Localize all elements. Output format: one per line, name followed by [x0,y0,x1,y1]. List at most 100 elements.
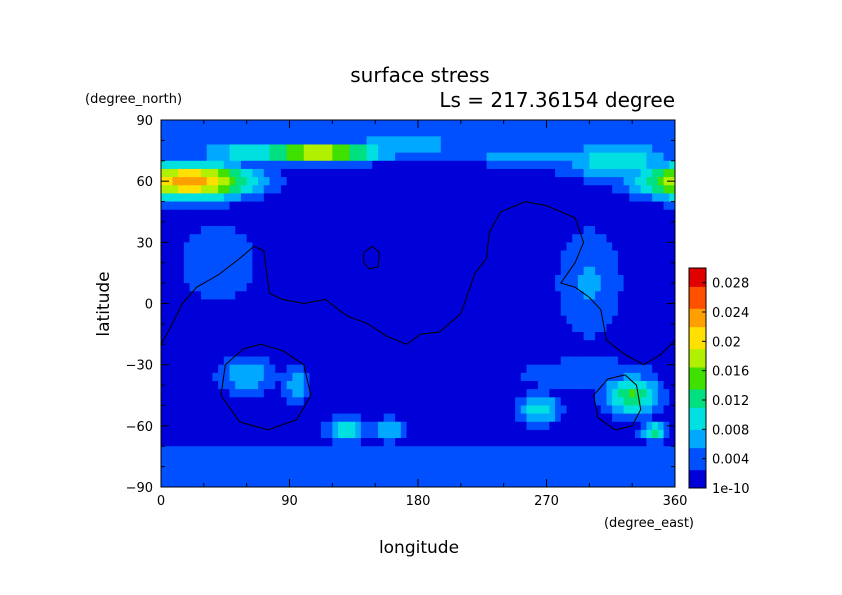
heatmap-cell [252,250,259,260]
heatmap-cell [549,144,556,154]
heatmap-cell [183,266,191,276]
heatmap-cell [612,332,619,341]
heatmap-cell [566,201,573,211]
heatmap-cell [532,372,539,382]
heatmap-cell [446,315,453,325]
heatmap-cell [469,389,476,398]
heatmap-cell [389,160,396,170]
heatmap-cell [566,340,573,349]
heatmap-cell [246,266,253,276]
heatmap-cell [269,168,276,178]
heatmap-cell [258,478,265,487]
heatmap-cell [623,380,630,390]
heatmap-cell [475,323,482,333]
heatmap-cell [161,413,168,423]
heatmap-cell [497,380,505,390]
heatmap-cell [161,405,168,415]
heatmap-cell [263,201,271,211]
heatmap-cell [555,144,562,154]
heatmap-cell [537,364,545,374]
heatmap-cell [629,454,636,464]
heatmap-cell [383,389,391,398]
heatmap-cell [189,397,196,407]
heatmap-cell [440,152,448,162]
heatmap-cell [515,128,522,137]
heatmap-cell [366,193,373,203]
heatmap-cell [195,389,202,398]
heatmap-cell [212,185,219,194]
heatmap-cell [172,209,179,219]
heatmap-cell [429,258,436,268]
heatmap-cell [429,307,436,317]
heatmap-cell [617,291,625,301]
heatmap-cell [486,462,493,472]
heatmap-cell [423,332,431,341]
heatmap-cell [457,323,465,333]
heatmap-cell [663,397,670,407]
heatmap-cell [652,177,659,186]
heatmap-cell [486,364,493,374]
heatmap-cell [269,446,276,455]
heatmap-cell [572,242,579,252]
heatmap-cell [338,242,345,252]
heatmap-cell [349,217,356,227]
heatmap-cell [303,438,311,447]
heatmap-cell [166,144,174,154]
heatmap-cell [320,136,328,146]
heatmap-cell [280,136,288,146]
heatmap-cell [389,438,396,447]
heatmap-cell [657,454,665,464]
heatmap-cell [189,478,196,487]
heatmap-cell [492,299,499,309]
heatmap-cell [183,160,191,170]
heatmap-cell [515,217,522,227]
heatmap-cell [195,226,202,235]
heatmap-cell [635,217,642,227]
heatmap-cell [292,291,299,301]
heatmap-cell [258,144,265,154]
heatmap-cell [446,446,453,455]
heatmap-cell [429,185,436,194]
heatmap-cell [612,136,619,146]
heatmap-cell [537,266,545,276]
heatmap-cell [475,340,482,349]
heatmap-cell [218,364,225,374]
heatmap-cell [349,160,356,170]
heatmap-cell [200,380,208,390]
heatmap-cell [172,372,179,382]
heatmap-cell [503,168,510,178]
heatmap-cell [200,234,208,243]
heatmap-cell [480,405,488,415]
heatmap-cell [223,136,231,146]
heatmap-cell [446,478,453,487]
heatmap-cell [646,291,653,301]
heatmap-cell [378,364,385,374]
heatmap-cell [286,168,293,178]
heatmap-cell [183,226,191,235]
heatmap-cell [280,299,288,309]
heatmap-cell [503,462,510,472]
heatmap-cell [663,413,670,423]
heatmap-cell [469,364,476,374]
heatmap-cell [475,266,482,276]
colorbar-swatch [689,411,706,416]
heatmap-cell [423,201,431,211]
heatmap-cell [378,144,385,154]
heatmap-cell [229,446,236,455]
heatmap-cell [600,429,608,439]
heatmap-cell [612,217,619,227]
heatmap-cell [303,332,311,341]
heatmap-cell [286,470,293,480]
heatmap-cell [366,397,373,407]
heatmap-cell [360,274,368,284]
heatmap-cell [537,478,545,487]
heatmap-cell [475,405,482,415]
heatmap-cell [560,160,568,170]
heatmap-cell [269,160,276,170]
heatmap-cell [549,128,556,137]
heatmap-cell [320,454,328,464]
heatmap-cell [292,372,299,382]
heatmap-cell [229,168,236,178]
heatmap-cell [292,323,299,333]
heatmap-cell [383,364,391,374]
